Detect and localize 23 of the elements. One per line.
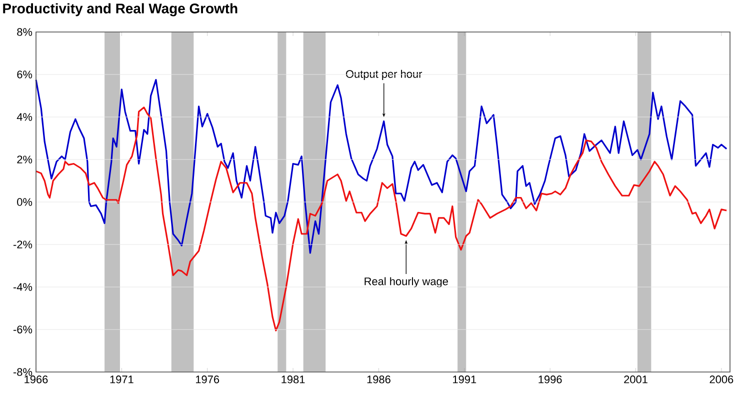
y-tick-label: -6% [13,326,32,334]
x-tick-label: 1981 [282,376,305,384]
x-tick-label: 2001 [624,376,648,384]
y-tick-label: 0% [17,198,32,206]
x-tick-label: 1996 [538,376,562,384]
x-tick-label: 1986 [367,376,390,384]
y-tick-label: 4% [16,113,32,121]
y-tick-label: -8% [13,368,32,376]
y-tick-label: 8% [17,28,32,36]
y-tick-label: 2% [17,156,32,164]
line-series [35,106,728,332]
x-tick-label: 2006 [710,376,734,384]
y-tick-label: -4% [13,283,32,291]
x-tick-label: 1991 [453,376,476,384]
x-tick-label: 1976 [196,376,220,384]
line-series [35,79,728,254]
y-tick-label: -2% [13,240,32,248]
chart-title: Productivity and Real Wage Growth [3,3,238,16]
y-tick-label: 6% [17,70,32,78]
annotation: Output per hour [346,70,422,80]
annotation: Real hourly wage [364,277,448,288]
x-tick-label: 1971 [110,376,134,384]
x-tick-label: 1966 [24,376,48,384]
